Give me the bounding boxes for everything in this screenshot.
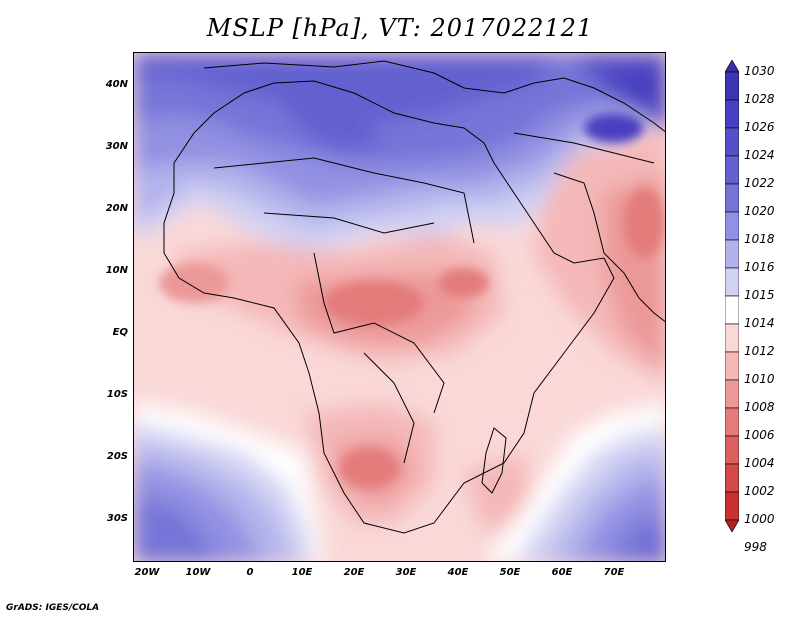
pressure-field [134, 53, 665, 561]
lon-label-10w: 10W [185, 567, 211, 578]
colorbar-swatch-1002 [725, 463, 739, 493]
pressure-map [133, 52, 666, 562]
colorbar-label-1012: 1012 [744, 344, 775, 358]
colorbar-label-1024: 1024 [744, 148, 775, 162]
lon-label-40e: 40E [447, 567, 469, 578]
colorbar-label-1006: 1006 [744, 428, 775, 442]
colorbar-swatch-1028 [725, 71, 739, 101]
lon-label-0: 0 [246, 567, 254, 578]
colorbar-swatch-1008 [725, 379, 739, 409]
lon-label-20e: 20E [343, 567, 365, 578]
pressure-shading [134, 53, 665, 561]
colorbar-label-1015: 1015 [744, 288, 775, 302]
colorbar-label-1000: 1000 [744, 512, 775, 526]
colorbar-label-1020: 1020 [744, 204, 775, 218]
coastlines [163, 60, 665, 534]
map-title: MSLP [hPa], VT: 2017022121 [206, 14, 594, 42]
colorbar-label-1028: 1028 [744, 92, 775, 106]
colorbar-label-1008: 1008 [744, 400, 775, 414]
colorbar-label-1002: 1002 [744, 484, 775, 498]
colorbar [725, 60, 739, 533]
lat-label-10s: 10S [106, 389, 128, 400]
colorbar-swatch-1022 [725, 155, 739, 185]
colorbar-label-1018: 1018 [744, 232, 775, 246]
colorbar-swatch-1016 [725, 239, 739, 269]
colorbar-label-1030: 1030 [744, 64, 775, 78]
lon-label-30e: 30E [395, 567, 417, 578]
lat-label-40n: 40N [105, 79, 128, 90]
colorbar-swatch-1014 [725, 295, 739, 325]
colorbar-swatch-1006 [725, 407, 739, 437]
colorbar-label-1026: 1026 [744, 120, 775, 134]
colorbar-swatch-1012 [725, 323, 739, 353]
pressure-detail [159, 113, 664, 488]
lon-label-60e: 60E [551, 567, 573, 578]
colorbar-label-1010: 1010 [744, 372, 775, 386]
colorbar-swatch-1004 [725, 435, 739, 465]
colorbar-label-998: 998 [744, 540, 767, 554]
lon-label-50e: 50E [499, 567, 521, 578]
colorbar-label-1014: 1014 [744, 316, 775, 330]
colorbar-swatch-1015 [725, 267, 739, 297]
colorbar-swatch-1026 [725, 99, 739, 129]
colorbar-label-1016: 1016 [744, 260, 775, 274]
lat-label-30n: 30N [105, 141, 128, 152]
colorbar-swatch-1024 [725, 127, 739, 157]
credit-text: GrADS: IGES/COLA [6, 603, 100, 613]
colorbar-swatch-1010 [725, 351, 739, 381]
lon-label-20w: 20W [134, 567, 160, 578]
lat-label-20n: 20N [105, 203, 128, 214]
lon-label-70e: 70E [603, 567, 625, 578]
colorbar-swatch-1018 [725, 211, 739, 241]
colorbar-label-1022: 1022 [744, 176, 775, 190]
lat-label-20s: 20S [106, 451, 128, 462]
colorbar-bottom-arrow [725, 519, 739, 533]
lon-label-10e: 10E [291, 567, 313, 578]
colorbar-swatch-1020 [725, 183, 739, 213]
colorbar-swatch-1000 [725, 491, 739, 521]
colorbar-label-1004: 1004 [744, 456, 775, 470]
lat-label-eq: EQ [112, 327, 128, 338]
colorbar-top-arrow [725, 60, 739, 73]
lat-label-10n: 10N [105, 265, 128, 276]
lat-label-30s: 30S [106, 513, 128, 524]
